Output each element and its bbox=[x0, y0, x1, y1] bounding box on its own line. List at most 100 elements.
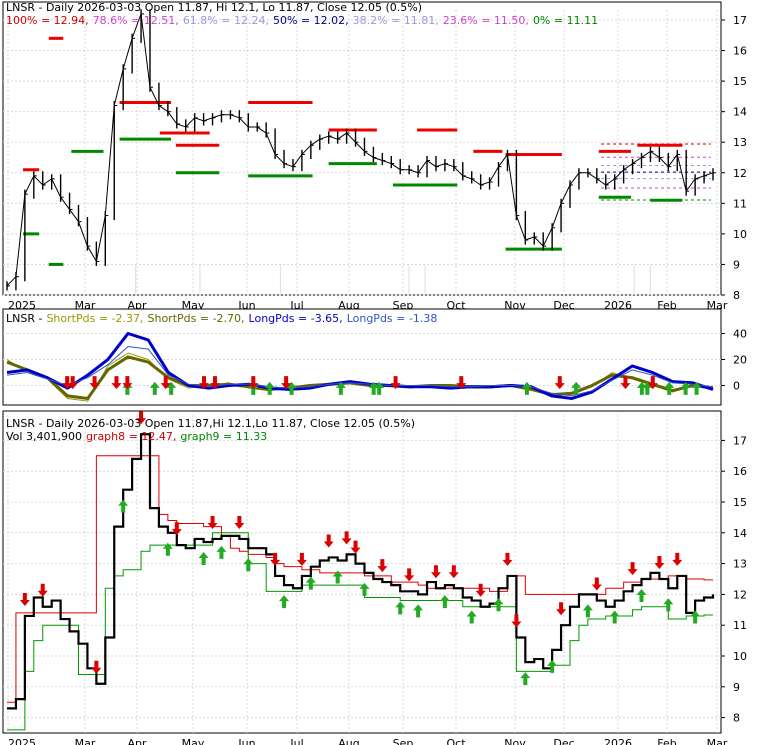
panel-frame-3 bbox=[2, 410, 722, 734]
sell-signal-arrow bbox=[209, 376, 220, 390]
oscillator-line-3 bbox=[6, 331, 714, 401]
y-tick-label: 10 bbox=[733, 650, 747, 663]
sell-signal-arrow bbox=[89, 376, 100, 390]
x-tick-label: Jul bbox=[289, 737, 303, 745]
volume-bars-1 bbox=[135, 265, 651, 295]
x-tick-label: Mar bbox=[707, 737, 728, 745]
buy-signal-arrow bbox=[305, 576, 316, 590]
oscillator-legend: LNSR - ShortPds = -2.37, ShortPds = -2.70,… bbox=[6, 312, 437, 325]
sell-signal-arrow bbox=[111, 376, 122, 390]
y-tick-label: 8 bbox=[733, 712, 740, 725]
graph-legend-item: graph9 = 11.33 bbox=[180, 430, 267, 443]
fib-legend-item: 61.8% = 12.24, bbox=[183, 14, 269, 27]
buy-signal-arrow bbox=[493, 598, 504, 612]
sell-signal-arrow bbox=[37, 583, 48, 597]
chart-title-1: LNSR - Daily 2026-03-03 Open 11.87, Hi 1… bbox=[6, 1, 422, 14]
oscillator-legend-item: ShortPds = -2.37, bbox=[46, 312, 143, 325]
y-tick-label: 9 bbox=[733, 258, 740, 271]
x-tick-label: Nov bbox=[504, 737, 526, 745]
x-tick-label: Oct bbox=[446, 737, 466, 745]
y-tick-label: 9 bbox=[733, 681, 740, 694]
y-tick-label: 0 bbox=[733, 380, 740, 393]
buy-signal-arrow bbox=[332, 570, 343, 584]
sell-signal-arrow bbox=[91, 660, 102, 674]
x-tick-label: Sep bbox=[393, 737, 414, 745]
chart-title-3: LNSR - Daily 2026-03-03 Open 11.87,Hi 12… bbox=[6, 417, 415, 430]
buy-signal-arrow bbox=[520, 672, 531, 686]
y-tick-label: 16 bbox=[733, 465, 747, 478]
x-tick-label: Feb bbox=[657, 737, 676, 745]
sell-signal-arrow bbox=[341, 531, 352, 545]
buy-signal-arrow bbox=[636, 589, 647, 602]
sell-signal-arrow bbox=[430, 565, 441, 579]
sell-signal-arrow bbox=[323, 534, 334, 548]
sell-signal-arrow bbox=[199, 376, 210, 390]
x-tick-label: 2025 bbox=[8, 737, 36, 745]
sell-signal-arrow bbox=[350, 540, 361, 554]
buy-signal-arrow bbox=[690, 610, 701, 624]
y-tick-label: 15 bbox=[733, 496, 747, 509]
x-tick-label: Aug bbox=[338, 737, 359, 745]
fib-legend-item: 0% = 11.11 bbox=[533, 14, 598, 27]
x-tick-label: Apr bbox=[127, 737, 147, 745]
oscillator-line-4 bbox=[6, 345, 714, 397]
y-tick-label: 8 bbox=[733, 289, 740, 302]
fib-legend-item: 100% = 12.94, bbox=[6, 14, 89, 27]
sell-signal-arrow bbox=[19, 592, 30, 606]
y-tick-label: 14 bbox=[733, 106, 747, 119]
y-tick-label: 17 bbox=[733, 14, 747, 27]
buy-signal-arrow bbox=[571, 381, 582, 395]
buy-signal-arrow bbox=[374, 381, 385, 395]
sell-signal-arrow bbox=[475, 583, 486, 597]
graph8-line bbox=[7, 455, 713, 703]
sell-signal-arrow bbox=[456, 376, 467, 390]
sell-signal-arrow bbox=[404, 568, 415, 582]
y-tick-label: 20 bbox=[733, 354, 747, 367]
sell-signal-arrow bbox=[122, 376, 133, 390]
y-tick-label: 11 bbox=[733, 197, 747, 210]
x-tick-label: Jun bbox=[237, 737, 255, 745]
y-tick-label: 15 bbox=[733, 75, 747, 88]
grid-lines-3 bbox=[3, 415, 721, 733]
y-tick-label: 12 bbox=[733, 588, 747, 601]
sell-signal-arrow bbox=[591, 577, 602, 591]
sell-signal-arrow bbox=[207, 515, 218, 529]
sell-signal-arrow bbox=[620, 376, 631, 390]
buy-signal-arrow bbox=[335, 381, 346, 395]
sell-signal-arrow bbox=[511, 614, 522, 628]
buy-signal-arrow bbox=[368, 381, 379, 395]
y-tick-label: 11 bbox=[733, 619, 747, 632]
sell-signal-arrow bbox=[627, 562, 638, 576]
buy-signal-arrow bbox=[118, 499, 129, 513]
price-bars-1 bbox=[6, 9, 716, 291]
sell-signal-arrow bbox=[62, 376, 73, 390]
buy-signal-arrow bbox=[691, 381, 702, 395]
buy-signal-arrow bbox=[279, 595, 290, 609]
sell-signal-arrow bbox=[67, 376, 78, 390]
sell-signal-arrow bbox=[234, 515, 245, 529]
x-tick-label: May bbox=[182, 737, 205, 745]
sell-signal-arrow bbox=[554, 376, 565, 390]
y-tick-label: 10 bbox=[733, 228, 747, 241]
x-tick-label: 2026 bbox=[604, 737, 632, 745]
sell-signal-arrow bbox=[248, 376, 259, 390]
oscillator-legend-item: LongPds = -3.65, bbox=[249, 312, 343, 325]
graph-legend-item: Vol 3,401,900 bbox=[6, 430, 82, 443]
buy-signal-arrow bbox=[664, 381, 675, 395]
buy-signal-arrow bbox=[395, 601, 406, 615]
sell-signal-arrow bbox=[270, 552, 281, 566]
buy-signal-arrow bbox=[439, 595, 450, 609]
buy-signal-arrow bbox=[547, 659, 558, 673]
sell-signal-arrow bbox=[296, 552, 307, 566]
price-line-1 bbox=[6, 13, 714, 287]
buy-signal-arrow bbox=[198, 552, 209, 566]
sell-signal-arrow bbox=[171, 522, 182, 536]
y-tick-label: 40 bbox=[733, 328, 747, 341]
y-tick-label: 16 bbox=[733, 45, 747, 58]
oscillator-legend-item: ShortPds = -2.70, bbox=[148, 312, 245, 325]
fib-legend-item: 78.6% = 12.51, bbox=[93, 14, 179, 27]
buy-signal-arrow bbox=[359, 582, 370, 596]
sell-signal-arrow bbox=[390, 376, 401, 390]
buy-signal-arrow bbox=[264, 381, 275, 395]
